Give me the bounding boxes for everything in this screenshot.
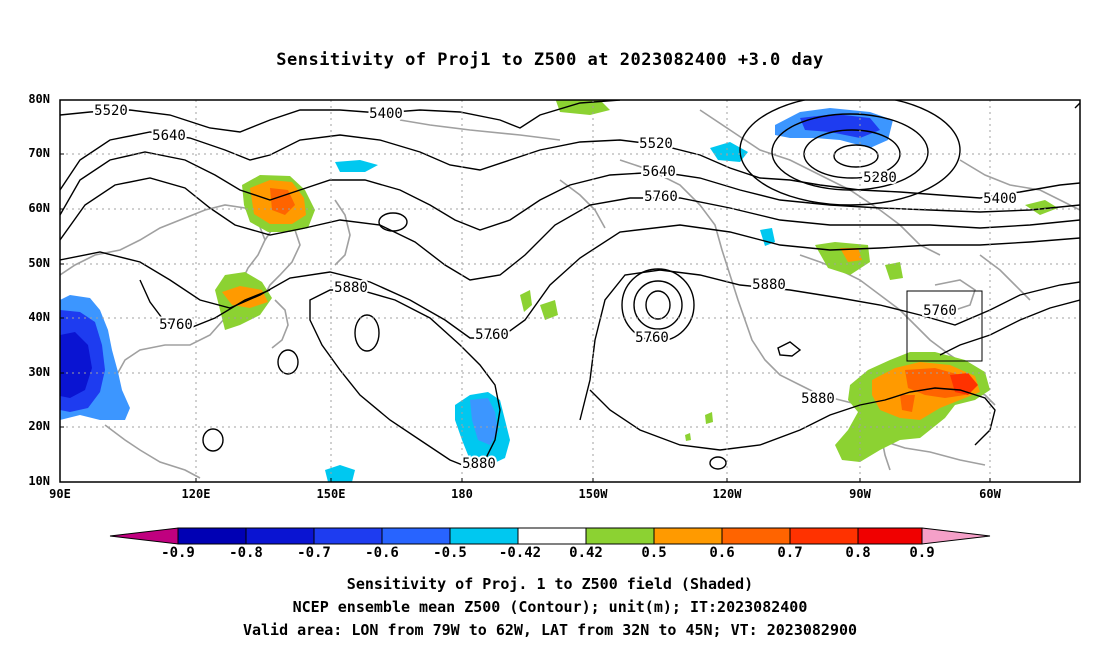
lon-label: 150W — [578, 487, 608, 501]
colorbar-swatch — [313, 527, 383, 545]
plot-title: Sensitivity of Proj1 to Z500 at 20230824… — [276, 50, 824, 70]
colorbar-swatch — [921, 527, 991, 545]
contour-label: 5880 — [334, 280, 368, 296]
sensitivity-shading — [60, 100, 1058, 482]
lat-label: 30N — [28, 365, 50, 379]
lon-label: 90E — [49, 487, 71, 501]
lat-label: 10N — [28, 474, 50, 488]
z500-contours — [60, 100, 1080, 470]
contour-label: 5880 — [752, 277, 786, 293]
colorbar-swatch — [449, 527, 519, 545]
contour-label: 5400 — [369, 106, 403, 122]
lat-label: 20N — [28, 419, 50, 433]
colorbar-label: 0.42 — [569, 545, 603, 561]
valid-area-box — [906, 290, 983, 362]
lon-label: 180 — [451, 487, 473, 501]
contour-label: 5520 — [639, 136, 673, 152]
colorbar-swatch — [857, 527, 923, 545]
lat-label: 80N — [28, 92, 50, 106]
colorbar-swatch — [245, 527, 315, 545]
colorbar-label: 0.5 — [641, 545, 667, 561]
colorbar-swatch — [585, 527, 655, 545]
caption-shaded: Sensitivity of Proj. 1 to Z500 field (Sh… — [346, 575, 754, 593]
colorbar-label: 0.6 — [709, 545, 735, 561]
grid-lines — [60, 100, 1080, 482]
contour-label: 5880 — [462, 456, 496, 472]
contour-label: 5760 — [644, 189, 678, 205]
contour-label: 5760 — [159, 317, 193, 333]
colorbar-swatch — [517, 527, 587, 545]
caption-contour: NCEP ensemble mean Z500 (Contour); unit(… — [292, 598, 808, 616]
contour-label: 5640 — [152, 128, 186, 144]
contour-label: 5880 — [801, 391, 835, 407]
colorbar-swatch — [381, 527, 451, 545]
colorbar-label: -0.42 — [498, 545, 542, 561]
colorbar-swatch — [177, 527, 247, 545]
colorbar-swatch — [789, 527, 859, 545]
lon-label: 90W — [849, 487, 871, 501]
plot-frame — [59, 99, 1081, 483]
contour-label: 5760 — [635, 330, 669, 346]
lon-label: 60W — [979, 487, 1001, 501]
colorbar-label: -0.6 — [365, 545, 399, 561]
lat-label: 60N — [28, 201, 50, 215]
colorbar-swatch — [653, 527, 723, 545]
lat-label: 40N — [28, 310, 50, 324]
colorbar-swatch — [721, 527, 791, 545]
caption-valid-area: Valid area: LON from 79W to 62W, LAT fro… — [242, 621, 858, 639]
contour-label: 5520 — [94, 103, 128, 119]
colorbar — [109, 527, 991, 545]
contour-label: 5280 — [863, 170, 897, 186]
lon-label: 150E — [316, 487, 346, 501]
colorbar-label: -0.8 — [229, 545, 263, 561]
colorbar-label: -0.9 — [161, 545, 195, 561]
axis-ticks — [60, 99, 991, 482]
contour-label: 5760 — [923, 303, 957, 319]
lon-label: 120E — [181, 487, 211, 501]
contour-label: 5640 — [642, 164, 676, 180]
colorbar-label: 0.7 — [777, 545, 803, 561]
lat-label: 50N — [28, 256, 50, 270]
colorbar-label: 0.8 — [845, 545, 871, 561]
colorbar-label: -0.5 — [433, 545, 467, 561]
colorbar-label: -0.7 — [297, 545, 331, 561]
lat-label: 70N — [28, 146, 50, 160]
colorbar-label: 0.9 — [909, 545, 935, 561]
colorbar-swatch — [109, 527, 179, 545]
lon-label: 120W — [712, 487, 742, 501]
contour-label: 5400 — [983, 191, 1017, 207]
contour-label: 5760 — [475, 327, 509, 343]
